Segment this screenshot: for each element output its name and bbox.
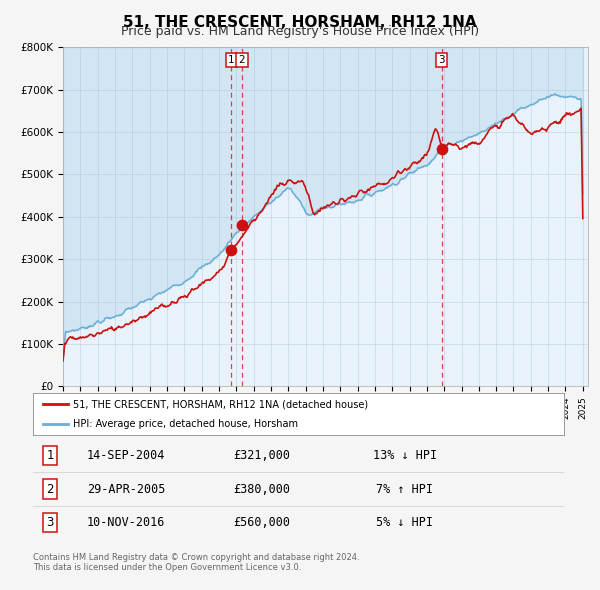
Text: 3: 3 bbox=[439, 55, 445, 65]
Text: Price paid vs. HM Land Registry's House Price Index (HPI): Price paid vs. HM Land Registry's House … bbox=[121, 25, 479, 38]
Text: 13% ↓ HPI: 13% ↓ HPI bbox=[373, 449, 437, 462]
Text: 51, THE CRESCENT, HORSHAM, RH12 1NA: 51, THE CRESCENT, HORSHAM, RH12 1NA bbox=[123, 15, 477, 30]
Text: 2: 2 bbox=[46, 483, 54, 496]
Text: £321,000: £321,000 bbox=[233, 449, 290, 462]
Text: 3: 3 bbox=[46, 516, 53, 529]
Text: £560,000: £560,000 bbox=[233, 516, 290, 529]
Text: This data is licensed under the Open Government Licence v3.0.: This data is licensed under the Open Gov… bbox=[33, 563, 301, 572]
Text: 2: 2 bbox=[239, 55, 245, 65]
Text: 5% ↓ HPI: 5% ↓ HPI bbox=[376, 516, 433, 529]
Text: Contains HM Land Registry data © Crown copyright and database right 2024.: Contains HM Land Registry data © Crown c… bbox=[33, 553, 359, 562]
Point bbox=[226, 245, 236, 255]
Text: 10-NOV-2016: 10-NOV-2016 bbox=[87, 516, 165, 529]
Point bbox=[237, 221, 247, 230]
Text: 7% ↑ HPI: 7% ↑ HPI bbox=[376, 483, 433, 496]
Text: 1: 1 bbox=[46, 449, 54, 462]
Text: 14-SEP-2004: 14-SEP-2004 bbox=[87, 449, 165, 462]
Text: £380,000: £380,000 bbox=[233, 483, 290, 496]
Point bbox=[437, 145, 446, 154]
Text: 1: 1 bbox=[228, 55, 235, 65]
Text: HPI: Average price, detached house, Horsham: HPI: Average price, detached house, Hors… bbox=[73, 419, 298, 429]
Text: 51, THE CRESCENT, HORSHAM, RH12 1NA (detached house): 51, THE CRESCENT, HORSHAM, RH12 1NA (det… bbox=[73, 399, 368, 409]
Text: 29-APR-2005: 29-APR-2005 bbox=[87, 483, 165, 496]
